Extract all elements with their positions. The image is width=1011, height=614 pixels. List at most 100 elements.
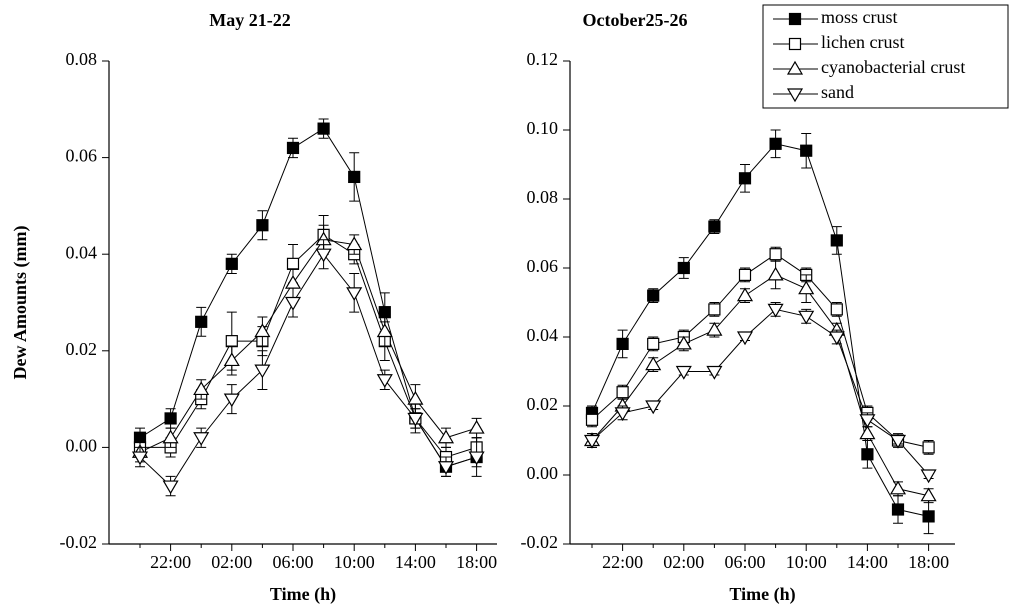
marker [164,412,177,425]
marker [195,315,208,328]
marker [647,289,660,302]
marker [861,448,874,461]
x-tick-label: 22:00 [602,552,643,572]
marker [889,434,907,449]
marker [376,374,393,388]
marker [738,268,752,281]
marker [798,310,815,325]
marker [193,381,210,396]
marker [254,364,271,379]
marker [769,248,782,261]
x-tick-label: 18:00 [908,552,949,572]
marker [348,170,361,184]
marker [788,37,802,51]
marker [585,413,599,426]
marker [767,266,784,281]
y-tick-label: 0.08 [66,49,98,69]
y-tick-label: 0.02 [66,339,98,359]
x-tick-label: 06:00 [724,552,765,572]
y-tick-label: 0.08 [527,187,559,207]
y-tick-label: -0.02 [60,532,98,552]
marker [675,365,692,380]
marker [378,306,391,319]
marker [376,323,393,338]
marker [193,432,210,446]
x-tick-label: 06:00 [272,552,313,572]
y-tick-label: 0.02 [527,394,559,414]
y-tick-label: 0.06 [527,256,559,276]
marker [286,141,300,155]
series-line [139,239,477,453]
marker [645,356,662,371]
y-tick-label: 0.10 [527,118,559,138]
marker [346,236,363,251]
marker [645,400,662,415]
marker [284,296,302,311]
series-line [591,308,929,476]
marker [738,172,752,185]
series-line [591,274,929,497]
series-line [591,253,929,448]
x-tick-label: 10:00 [786,552,827,572]
marker [830,303,843,316]
marker [889,480,907,495]
x-tick-label: 22:00 [150,552,191,572]
y-tick-label: 0.00 [66,436,98,456]
marker [346,287,363,302]
chart-title: October25-26 [583,10,688,30]
legend-box [762,4,1009,109]
marker [736,287,754,302]
marker [859,425,876,440]
y-axis-label: Dew Amounts (mm) [10,226,31,380]
marker [131,451,149,466]
marker [708,220,721,233]
marker [614,407,631,422]
marker [437,461,455,475]
marker [162,480,179,495]
series-line [139,253,477,487]
legend-label: lichen crust [821,32,904,52]
marker [920,487,937,502]
marker [828,331,845,346]
marker [616,337,629,350]
marker [162,429,179,444]
legend-label: cyanobacterial crust [821,57,965,77]
x-tick-label: 10:00 [334,552,375,572]
y-tick-label: 0.04 [66,242,98,262]
legend-label: moss crust [821,7,898,27]
marker [583,434,601,449]
y-tick-label: 0.00 [527,463,559,483]
marker [767,303,784,318]
marker [616,386,629,399]
chart-title: May 21-22 [209,10,290,30]
marker [468,419,485,434]
marker [830,234,843,247]
marker [788,12,802,26]
x-tick-label: 14:00 [395,552,436,572]
marker [317,122,330,135]
marker [256,219,269,232]
marker [677,261,690,275]
marker [706,321,723,336]
marker [315,248,332,263]
x-tick-label: 02:00 [211,552,252,572]
marker [786,88,804,103]
marker [223,393,240,408]
x-tick-label: 18:00 [456,552,497,572]
marker [675,335,692,350]
marker [922,441,935,454]
marker [225,335,238,348]
legend-label: sand [821,82,854,102]
y-tick-label: 0.06 [66,146,98,166]
marker [922,510,935,523]
marker [284,274,302,289]
x-axis-label: Time (h) [270,584,336,605]
marker [859,414,876,428]
marker [708,303,721,316]
marker [286,257,300,270]
series-line [140,234,477,458]
marker [891,503,905,516]
marker [706,365,723,380]
marker [736,331,754,346]
marker [786,60,804,75]
